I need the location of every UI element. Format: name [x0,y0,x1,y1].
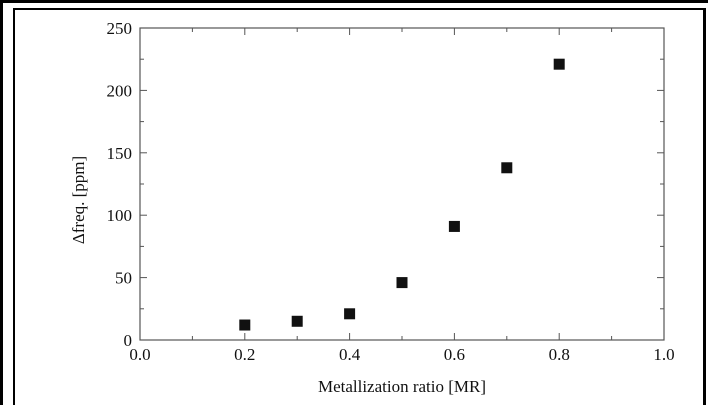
y-tick-label: 100 [107,206,133,225]
y-tick-label: 150 [107,144,133,163]
data-point [239,319,251,331]
frame-right-border [703,8,706,405]
data-points [239,58,565,331]
y-tick-labels: 0 50 100 150 200 250 [107,19,133,350]
frame-left-border [0,0,3,405]
x-tick-label: 1.0 [653,345,674,364]
x-tick-label: 0.4 [339,345,361,364]
frame-inner-left-border [13,8,15,405]
y-tick-label: 0 [124,331,133,350]
data-point [501,162,513,174]
data-point [448,220,460,232]
axis-ticks [139,27,665,341]
frame-inner-top-border [13,8,706,10]
data-point [396,277,408,289]
y-tick-label: 200 [107,81,133,100]
x-tick-label: 0.8 [549,345,570,364]
x-tick-label: 0.6 [444,345,465,364]
x-tick-labels: 0.0 0.2 0.4 0.6 0.8 1.0 [129,345,674,364]
x-tick-label: 0.0 [129,345,150,364]
y-axis-title: Δfreq. [ppm] [69,156,88,244]
plot-area [139,27,665,341]
x-tick-label: 0.2 [234,345,255,364]
y-tick-label: 250 [107,19,133,38]
y-tick-label: 50 [115,269,132,288]
x-axis-title: Metallization ratio [MR] [318,377,486,396]
data-point [291,315,303,327]
data-point [553,58,565,70]
data-point [344,308,356,320]
frame-top-border [0,0,708,3]
